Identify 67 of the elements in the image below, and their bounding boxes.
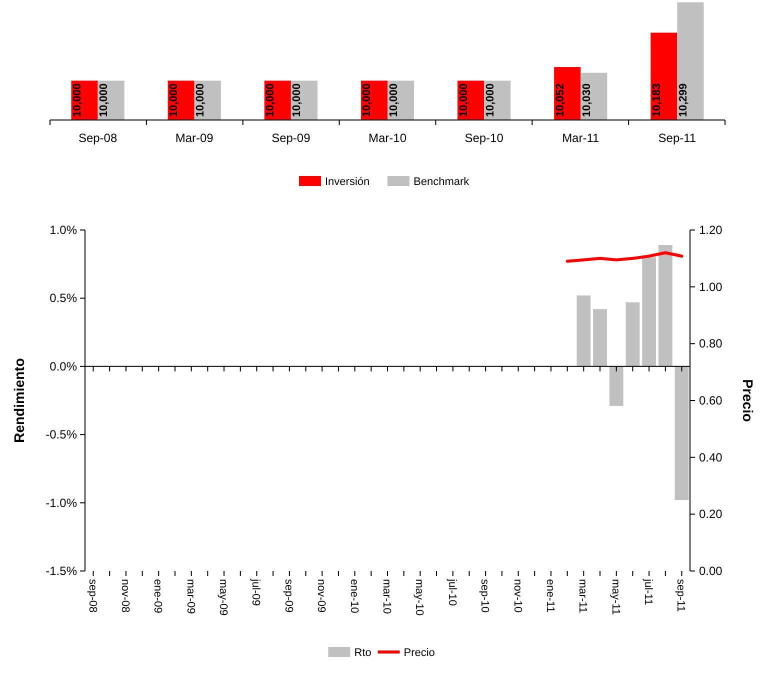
x-tick-label: sep-10	[478, 579, 491, 613]
x-tick-label: may-09	[217, 579, 230, 616]
data-label: 10,183	[650, 83, 663, 117]
data-label: 10,000	[72, 83, 84, 117]
data-label: 10,000	[361, 83, 374, 117]
bar	[674, 366, 689, 500]
x-tick-label: nov-10	[511, 579, 524, 613]
data-label: 10,052	[554, 83, 566, 117]
x-tick-label: Mar-11	[562, 131, 600, 145]
data-label: 10,000	[388, 83, 400, 117]
x-tick-label: Mar-10	[368, 131, 407, 145]
y-tick-label: 0.0%	[50, 359, 78, 374]
x-tick-label: jul-09	[250, 578, 262, 606]
x-tick-label: may-11	[609, 579, 622, 615]
y2-tick-label: 0.40	[699, 450, 723, 464]
y-tick-label: -1.0%	[46, 496, 78, 510]
data-label: 10,000	[168, 83, 180, 117]
y-tick-label: -0.5%	[46, 428, 78, 442]
x-tick-label: Sep-11	[658, 131, 696, 145]
x-tick-label: sep-09	[282, 579, 294, 613]
y2-tick-label: 1.20	[699, 223, 723, 237]
y-tick-label: -1.5%	[46, 564, 78, 578]
data-label: 10,030	[580, 83, 593, 117]
x-tick-label: ene-11	[544, 579, 556, 612]
x-tick-label: may-10	[413, 579, 426, 616]
y2-tick-label: 0.80	[699, 336, 723, 351]
line-series	[566, 251, 684, 263]
data-label: 10,000	[194, 83, 207, 117]
data-label: 10,000	[484, 83, 496, 117]
x-tick-label: mar-10	[380, 579, 392, 614]
y-tick-label: 1.0%	[50, 223, 78, 237]
y2-tick-label: 0.20	[699, 507, 723, 522]
x-tick-label: Sep-08	[78, 131, 118, 145]
data-label: 10,299	[677, 83, 690, 117]
legend-label: Rto	[354, 647, 372, 659]
data-label: 10,000	[291, 83, 304, 117]
x-tick-label: Mar-09	[175, 131, 214, 145]
bar	[626, 302, 640, 366]
data-label: 10,000	[458, 83, 470, 117]
bar	[576, 295, 591, 366]
x-tick-label: nov-08	[118, 579, 131, 613]
bar	[609, 366, 624, 406]
x-tick-label: jul-10	[446, 578, 458, 606]
x-tick-label: ene-09	[152, 579, 164, 614]
x-tick-label: sep-08	[86, 579, 98, 613]
x-tick-label: sep-11	[674, 579, 687, 612]
x-tick-label: Sep-10	[464, 131, 504, 145]
bar	[593, 309, 607, 366]
x-tick-label: mar-11	[576, 579, 589, 614]
y-axis-title: Rendimiento	[11, 358, 27, 443]
data-label: 10,000	[98, 83, 110, 117]
y2-tick-label: 0.60	[699, 394, 723, 408]
x-tick-label: mar-09	[184, 579, 196, 614]
data-label: 10,000	[264, 83, 277, 117]
y2-tick-label: 0.00	[699, 564, 723, 578]
bar	[642, 257, 656, 366]
x-tick-label: jul-11	[642, 578, 654, 606]
legend-label: Precio	[404, 647, 435, 659]
legend-label: Benchmark	[414, 176, 470, 188]
x-tick-label: ene-10	[348, 579, 360, 614]
y2-tick-label: 1.00	[699, 280, 723, 294]
legend-label: Inversión	[325, 176, 370, 188]
x-tick-label: Sep-09	[272, 131, 311, 145]
bar	[658, 245, 672, 366]
x-tick-label: nov-09	[315, 579, 328, 613]
y2-axis-title: Precio	[740, 379, 756, 422]
y-tick-label: 0.5%	[50, 291, 78, 306]
